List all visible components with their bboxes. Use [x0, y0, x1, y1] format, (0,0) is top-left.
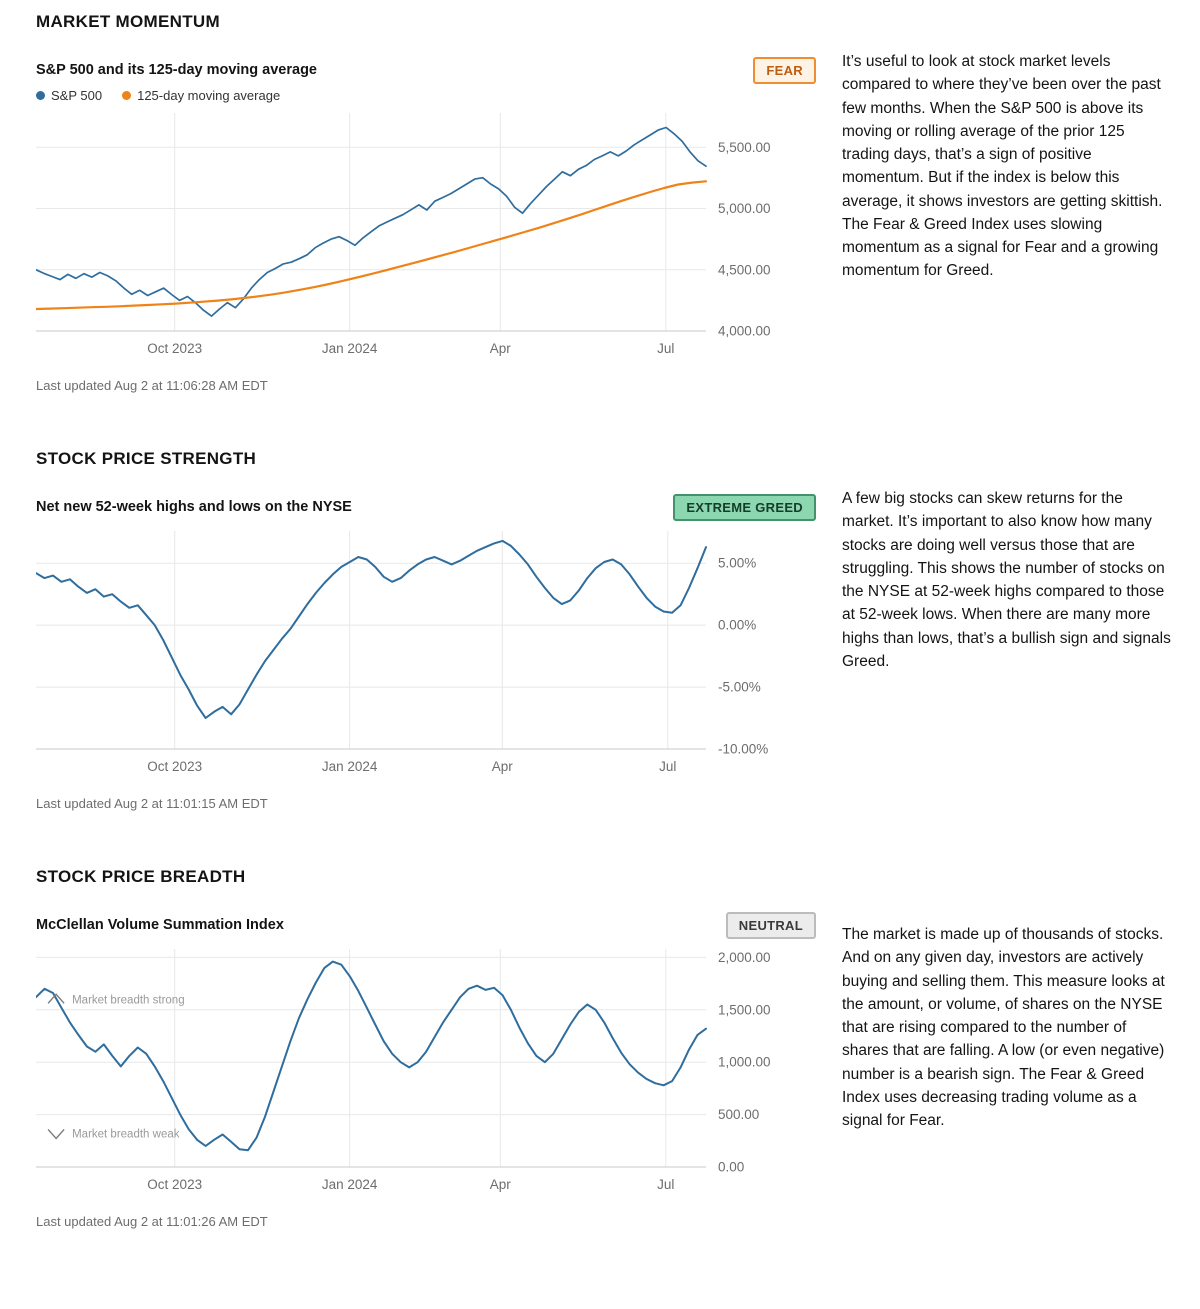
- svg-text:Jan 2024: Jan 2024: [322, 759, 378, 774]
- stock-price-strength-chart-column: STOCK PRICE STRENGTH Net new 52-week hig…: [35, 449, 816, 811]
- chart-title-net-new-highs: Net new 52-week highs and lows on the NY…: [36, 499, 352, 515]
- chart-canvas: Oct 2023 Jan 2024 Apr Jul 5,500.00 5,000.00 4,…: [34, 113, 771, 356]
- legend-label-moving-average: 125-day moving average: [137, 88, 281, 103]
- svg-text:-10.00%: -10.00%: [718, 742, 768, 757]
- extreme-greed-badge: EXTREME GREED: [673, 493, 816, 521]
- svg-text:Jul: Jul: [657, 341, 674, 356]
- stock-price-strength-section: STOCK PRICE STRENGTH Net new 52-week hig…: [35, 449, 1172, 811]
- last-updated-momentum: Last updated Aug 2 at 11:06:28 AM EDT: [36, 378, 268, 393]
- svg-text:Jan 2024: Jan 2024: [322, 1177, 378, 1192]
- svg-text:Jul: Jul: [657, 1177, 674, 1192]
- svg-text:-5.00%: -5.00%: [718, 680, 761, 695]
- chart-header-row: McClellan Volume Summation Index NEUTRAL: [36, 911, 816, 939]
- svg-text:5,000.00: 5,000.00: [718, 201, 771, 216]
- legend-item-moving-average: 125-day moving average: [122, 88, 280, 103]
- chart-canvas: Oct 2023 Jan 2024 Apr Jul 2,000.00 1,500.00 1,…: [35, 949, 771, 1192]
- stock-price-strength-description-column: A few big stocks can skew returns for th…: [842, 449, 1172, 811]
- neutral-badge: NEUTRAL: [725, 911, 816, 939]
- svg-text:Oct 2023: Oct 2023: [147, 341, 202, 356]
- svg-text:Apr: Apr: [490, 1177, 512, 1192]
- market-momentum-description-column: It’s useful to look at stock market leve…: [842, 12, 1172, 393]
- chart-header-row: S&P 500 and its 125-day moving average F…: [36, 56, 816, 84]
- chart-legend: S&P 500 125-day moving average: [36, 88, 816, 103]
- section-heading-stock-price-strength: STOCK PRICE STRENGTH: [36, 449, 257, 468]
- last-updated-strength: Last updated Aug 2 at 11:01:15 AM EDT: [36, 796, 268, 811]
- chart-canvas: Oct 2023 Jan 2024 Apr Jul 5.00% 0.00% -5.00% -1…: [35, 531, 768, 774]
- breadth-line-chart[interactable]: Oct 2023 Jan 2024 Apr Jul 2,000.00 1,500.00 1,…: [35, 943, 816, 1206]
- section-heading-stock-price-breadth: STOCK PRICE BREADTH: [36, 867, 246, 886]
- svg-text:1,000.00: 1,000.00: [718, 1055, 771, 1070]
- chart-title-mcclellan: McClellan Volume Summation Index: [36, 917, 284, 933]
- chart-title-sp500: S&P 500 and its 125-day moving average: [36, 62, 318, 78]
- svg-text:4,500.00: 4,500.00: [718, 262, 771, 277]
- stock-price-breadth-description: The market is made up of thousands of st…: [842, 926, 1165, 1129]
- svg-text:1,500.00: 1,500.00: [718, 1002, 771, 1017]
- market-momentum-description: It’s useful to look at stock market leve…: [842, 53, 1163, 280]
- svg-text:Market breadth strong: Market breadth strong: [72, 994, 185, 1006]
- svg-text:Apr: Apr: [490, 341, 512, 356]
- legend-dot-orange-icon: [122, 91, 132, 100]
- chart-header-row: Net new 52-week highs and lows on the NY…: [36, 493, 816, 521]
- stock-price-breadth-description-column: The market is made up of thousands of st…: [842, 867, 1172, 1229]
- legend-label-sp500: S&P 500: [51, 88, 103, 103]
- stock-price-strength-description: A few big stocks can skew returns for th…: [842, 490, 1171, 670]
- momentum-line-chart[interactable]: Oct 2023 Jan 2024 Apr Jul 5,500.00 5,000.00 4,…: [34, 107, 816, 370]
- chevron-up-icon: [47, 993, 65, 1004]
- legend-item-sp500: S&P 500: [36, 88, 102, 103]
- svg-text:Jul: Jul: [659, 759, 676, 774]
- svg-text:2,000.00: 2,000.00: [718, 950, 771, 965]
- svg-text:0.00%: 0.00%: [718, 618, 756, 633]
- svg-text:Jan 2024: Jan 2024: [322, 341, 378, 356]
- svg-text:Oct 2023: Oct 2023: [147, 1177, 202, 1192]
- chevron-down-icon: [47, 1128, 65, 1140]
- svg-text:0.00: 0.00: [718, 1160, 744, 1175]
- svg-text:Market breadth weak: Market breadth weak: [72, 1128, 180, 1140]
- stock-price-breadth-section: STOCK PRICE BREADTH McClellan Volume Sum…: [35, 867, 1172, 1229]
- svg-text:Apr: Apr: [492, 759, 514, 774]
- svg-text:5,500.00: 5,500.00: [718, 140, 771, 155]
- market-momentum-section: MARKET MOMENTUM S&P 500 and its 125-day …: [34, 12, 1172, 393]
- market-momentum-chart-column: MARKET MOMENTUM S&P 500 and its 125-day …: [34, 12, 816, 393]
- svg-text:500.00: 500.00: [718, 1107, 759, 1122]
- stock-price-breadth-chart-column: STOCK PRICE BREADTH McClellan Volume Sum…: [35, 867, 816, 1229]
- svg-text:4,000.00: 4,000.00: [718, 324, 771, 339]
- section-heading-market-momentum: MARKET MOMENTUM: [36, 12, 220, 31]
- svg-text:5.00%: 5.00%: [718, 556, 756, 571]
- fear-badge: FEAR: [753, 56, 816, 84]
- svg-text:Oct 2023: Oct 2023: [147, 759, 202, 774]
- strength-line-chart[interactable]: Oct 2023 Jan 2024 Apr Jul 5.00% 0.00% -5.00% -1…: [35, 525, 816, 788]
- last-updated-breadth: Last updated Aug 2 at 11:01:26 AM EDT: [36, 1214, 268, 1229]
- legend-dot-blue-icon: [36, 91, 45, 100]
